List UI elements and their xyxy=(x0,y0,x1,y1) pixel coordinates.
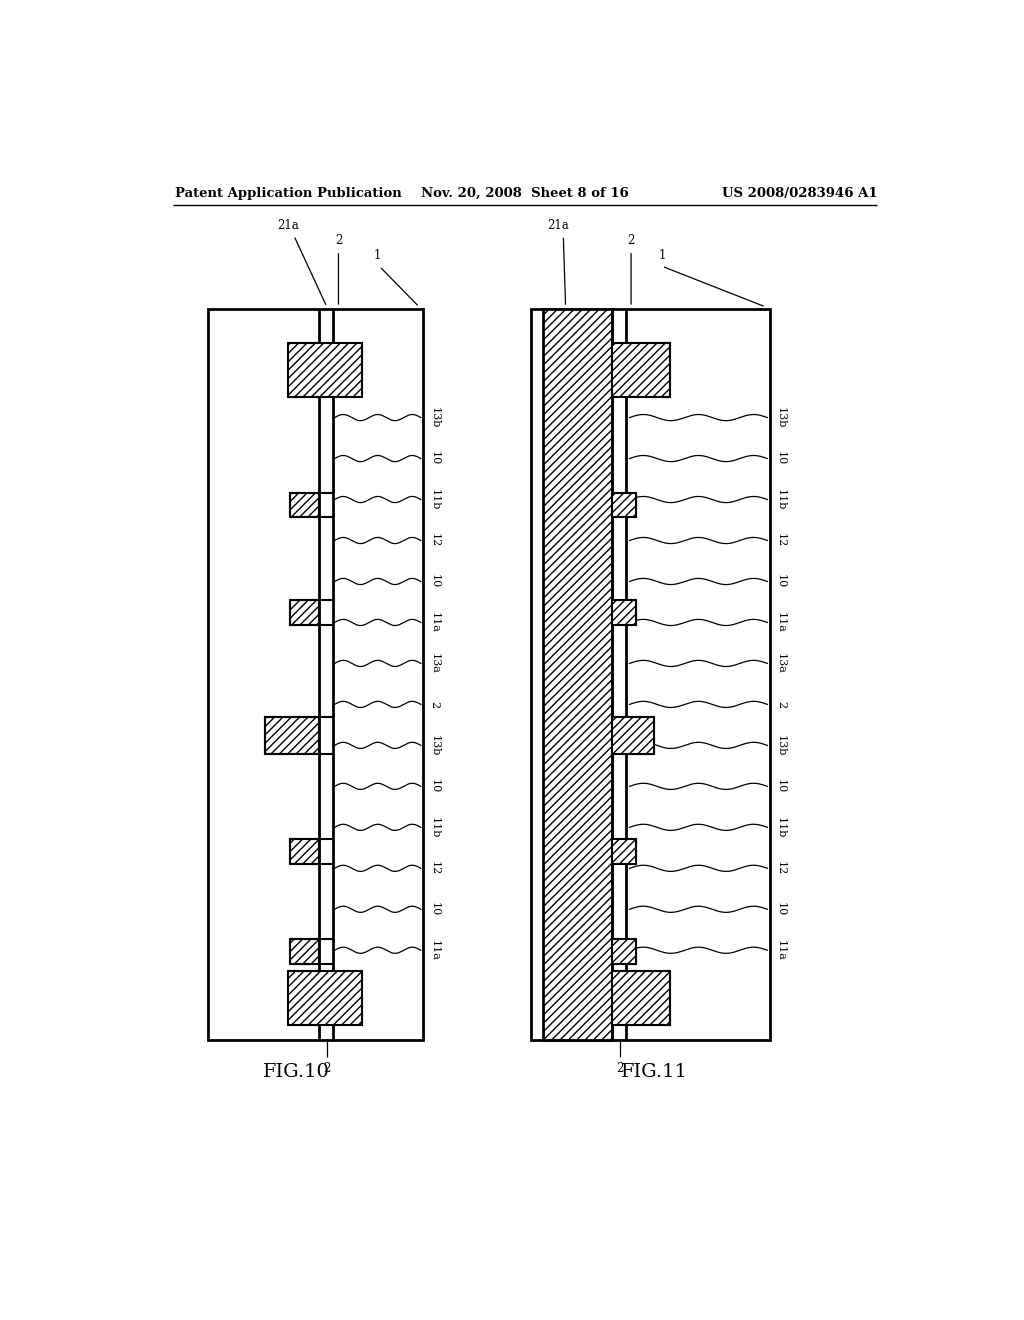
Text: 11b: 11b xyxy=(776,817,785,838)
Bar xyxy=(611,343,670,397)
Text: 2: 2 xyxy=(429,701,439,708)
Bar xyxy=(290,840,319,863)
Bar xyxy=(611,940,637,964)
Text: FIG.11: FIG.11 xyxy=(621,1063,687,1081)
Text: US 2008/0283946 A1: US 2008/0283946 A1 xyxy=(722,186,878,199)
Text: 2: 2 xyxy=(324,1061,331,1074)
Text: 11b: 11b xyxy=(429,488,439,511)
Bar xyxy=(265,718,319,755)
Text: 2: 2 xyxy=(776,701,785,708)
Text: 1: 1 xyxy=(658,249,666,263)
Text: 2: 2 xyxy=(335,234,342,247)
Text: Patent Application Publication: Patent Application Publication xyxy=(175,186,402,199)
Text: 12: 12 xyxy=(429,533,439,548)
Text: 13b: 13b xyxy=(776,407,785,428)
Bar xyxy=(290,601,319,626)
Text: 1: 1 xyxy=(374,249,381,263)
Text: 21a: 21a xyxy=(278,219,299,231)
Bar xyxy=(611,718,654,755)
Text: 11a: 11a xyxy=(776,940,785,961)
Bar xyxy=(290,492,319,517)
Text: 11b: 11b xyxy=(776,488,785,511)
Bar xyxy=(611,492,637,517)
Bar xyxy=(289,970,361,1024)
Bar xyxy=(611,840,637,863)
Bar xyxy=(611,970,670,1024)
Bar xyxy=(531,309,770,1040)
Text: 13a: 13a xyxy=(429,653,439,675)
Text: 10: 10 xyxy=(429,902,439,916)
Text: 10: 10 xyxy=(429,451,439,466)
Text: 10: 10 xyxy=(776,779,785,793)
Text: 11b: 11b xyxy=(429,817,439,838)
Text: 10: 10 xyxy=(776,451,785,466)
Text: 2: 2 xyxy=(615,1061,624,1074)
Bar xyxy=(290,940,319,964)
Text: 11a: 11a xyxy=(429,612,439,632)
Text: FIG.10: FIG.10 xyxy=(263,1063,330,1081)
Bar xyxy=(543,309,611,1040)
Text: 21a: 21a xyxy=(547,219,568,231)
Text: Nov. 20, 2008  Sheet 8 of 16: Nov. 20, 2008 Sheet 8 of 16 xyxy=(421,186,629,199)
Text: 10: 10 xyxy=(776,902,785,916)
Text: 11a: 11a xyxy=(429,940,439,961)
Text: 12: 12 xyxy=(429,861,439,875)
Text: 10: 10 xyxy=(429,574,439,589)
Text: 11a: 11a xyxy=(776,612,785,632)
Text: 2: 2 xyxy=(628,234,635,247)
Text: 13b: 13b xyxy=(429,735,439,756)
Text: 13a: 13a xyxy=(776,653,785,675)
Text: 12: 12 xyxy=(776,533,785,548)
Bar xyxy=(289,343,361,397)
Bar xyxy=(208,309,423,1040)
Text: 10: 10 xyxy=(776,574,785,589)
Text: 13b: 13b xyxy=(776,735,785,756)
Bar xyxy=(611,601,637,626)
Text: 10: 10 xyxy=(429,779,439,793)
Text: 13b: 13b xyxy=(429,407,439,428)
Text: 12: 12 xyxy=(776,861,785,875)
